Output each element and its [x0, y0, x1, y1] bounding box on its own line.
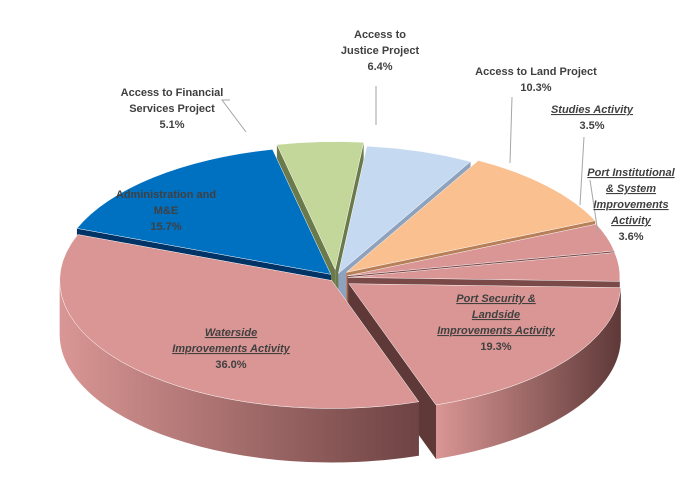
pie-label-line-2-0: Studies Activity: [551, 104, 634, 116]
pie-label-0: Access to Justice Project 6.4%: [341, 29, 420, 125]
pie-leader-line-7: [221, 99, 247, 133]
pie-slice-top-1: [346, 160, 596, 273]
pie-slice-top-6: [76, 149, 332, 275]
pie-label-line-3-1: & System: [606, 183, 656, 195]
pie-label-line-4-1: Landside: [472, 309, 520, 321]
pie-label-1: Access to Land Project 10.3%: [475, 66, 597, 164]
pie-slice-top-0: [338, 145, 472, 275]
pie-value-6: 15.7%: [150, 221, 181, 233]
pie-label-line-1-0: Access to Land Project: [475, 66, 597, 78]
pie-label-line-4-0: Port Security &: [456, 293, 536, 305]
pie-label-line-3-0: Port Institutional: [587, 167, 675, 179]
pie-value-2: 3.5%: [579, 120, 604, 132]
pie-label-line-6-1: M&E: [154, 205, 178, 217]
pie-value-1: 10.3%: [520, 82, 551, 94]
pie-label-line-5-1: Improvements Activity: [172, 343, 290, 355]
pie-label-5: Waterside Improvements Activity 36.0%: [172, 327, 290, 371]
pie-label-line-0-0: Access to: [354, 29, 406, 41]
pie-slice-5: [59, 234, 420, 463]
pie-label-3: Port Institutional & System Improvements Ac…: [587, 167, 675, 243]
pie-leader-line-3: [589, 179, 599, 234]
pie-slice-top-5: [59, 234, 420, 409]
pie-leader-line-1: [509, 96, 513, 164]
pie-label-4: Port Security & Landside Improvements Acti…: [437, 293, 555, 353]
pie-value-0: 6.4%: [367, 61, 392, 73]
pie-slice-rim-4: [435, 287, 621, 459]
pie-label-line-7-1: Services Project: [129, 103, 215, 115]
pie-label-2: Studies Activity 3.5%: [551, 104, 634, 206]
pie-slice-top-7: [276, 141, 364, 271]
pie-slice-top-4: [348, 283, 621, 406]
pie-label-line-4-2: Improvements Activity: [437, 325, 555, 337]
pie-leader-line-2: [579, 136, 585, 206]
pie-label-line-0-1: Justice Project: [341, 45, 420, 57]
pie-label-line-7-0: Access to Financial: [121, 87, 224, 99]
pie-label-6: Administration and M&E 15.7%: [116, 189, 216, 233]
pie-label-7: Access to Financial Services Project 5.1%: [121, 87, 247, 133]
pie-value-5: 36.0%: [215, 359, 246, 371]
pie-value-3: 3.6%: [618, 231, 643, 243]
pie-label-line-3-2: Improvements: [593, 199, 668, 211]
pie-slice-rim-5: [59, 280, 419, 463]
pie-slice-top-3: [347, 252, 621, 282]
pie-label-line-3-3: Activity: [610, 215, 652, 227]
pie-label-line-5-0: Waterside: [205, 327, 257, 339]
pie-value-7: 5.1%: [159, 119, 184, 131]
pie-label-line-6-0: Administration and: [116, 189, 216, 201]
pie-value-4: 19.3%: [480, 341, 511, 353]
